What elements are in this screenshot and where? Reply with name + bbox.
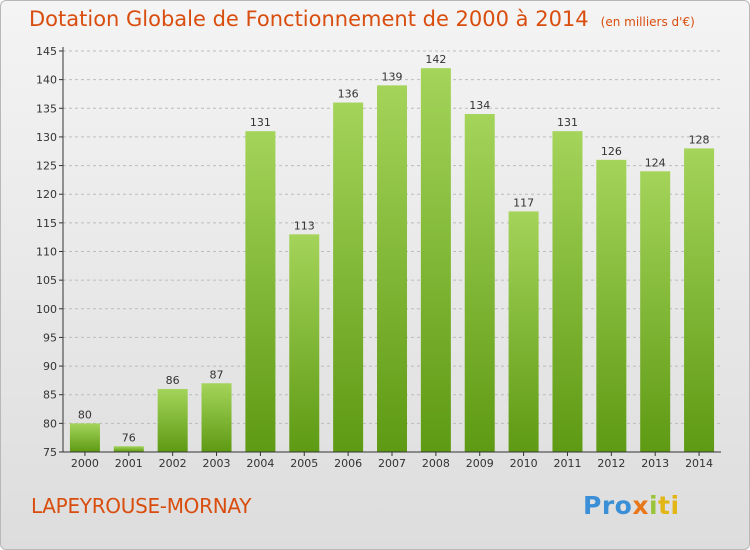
x-tick-label: 2000 <box>71 457 99 470</box>
bar <box>333 102 364 453</box>
chart-title: Dotation Globale de Fonctionnement de 20… <box>29 7 695 31</box>
chart-subtitle: (en milliers d'€) <box>600 15 695 29</box>
bar <box>552 131 583 452</box>
y-tick-label: 115 <box>36 217 57 230</box>
y-tick-label: 110 <box>36 246 57 259</box>
y-tick-label: 120 <box>36 188 57 201</box>
bar <box>420 68 451 452</box>
data-label: 139 <box>382 70 403 83</box>
bar <box>377 85 407 452</box>
logo-part: Pro <box>583 491 633 520</box>
y-tick-label: 100 <box>36 303 57 316</box>
data-label: 128 <box>689 133 710 146</box>
logo-part: i <box>648 491 659 520</box>
x-tick-label: 2014 <box>685 457 713 470</box>
logo-part: x <box>632 491 649 520</box>
bar <box>464 114 495 452</box>
y-tick-label: 75 <box>43 446 57 459</box>
bar <box>596 159 627 453</box>
x-tick-label: 2004 <box>246 457 274 470</box>
title-text: Dotation Globale de Fonctionnement de 20… <box>29 7 589 31</box>
data-label: 80 <box>78 408 92 421</box>
commune-name: LAPEYROUSE-MORNAY <box>31 494 252 518</box>
x-tick-label: 2002 <box>159 457 187 470</box>
data-label: 131 <box>250 116 271 129</box>
bar <box>157 388 188 452</box>
x-tick-label: 2005 <box>290 457 318 470</box>
x-tick-label: 2008 <box>422 457 450 470</box>
x-tick-label: 2010 <box>510 457 538 470</box>
x-tick-label: 2006 <box>334 457 362 470</box>
x-tick-label: 2001 <box>115 457 143 470</box>
y-tick-label: 90 <box>43 360 57 373</box>
y-tick-label: 105 <box>36 274 57 287</box>
x-tick-label: 2003 <box>203 457 231 470</box>
data-label: 142 <box>425 53 446 66</box>
y-tick-label: 140 <box>36 74 57 87</box>
bar <box>201 383 232 452</box>
proxiti-logo: Proxiti <box>583 491 680 520</box>
y-tick-label: 85 <box>43 389 57 402</box>
bar <box>508 211 539 452</box>
data-label: 136 <box>338 88 359 101</box>
data-label: 86 <box>166 374 180 387</box>
bar <box>289 234 320 452</box>
data-label: 117 <box>513 196 534 209</box>
data-label: 126 <box>601 145 622 158</box>
y-tick-label: 80 <box>43 417 57 430</box>
bar <box>640 171 671 453</box>
data-label: 124 <box>645 156 666 169</box>
bar <box>113 446 144 452</box>
x-tick-label: 2009 <box>466 457 494 470</box>
data-label: 87 <box>210 368 224 381</box>
y-tick-label: 125 <box>36 160 57 173</box>
y-tick-label: 135 <box>36 102 57 115</box>
bar <box>245 131 276 452</box>
data-label: 134 <box>469 99 490 112</box>
x-tick-label: 2013 <box>641 457 669 470</box>
x-tick-label: 2011 <box>553 457 581 470</box>
x-tick-label: 2007 <box>378 457 406 470</box>
data-label: 113 <box>294 219 315 232</box>
x-tick-label: 2012 <box>597 457 625 470</box>
y-tick-label: 130 <box>36 131 57 144</box>
y-tick-label: 145 <box>36 45 57 58</box>
bar <box>684 148 715 452</box>
logo-part: ti <box>658 491 680 520</box>
y-tick-label: 95 <box>43 331 57 344</box>
data-label: 131 <box>557 116 578 129</box>
bar <box>69 423 100 452</box>
data-label: 76 <box>122 431 136 444</box>
